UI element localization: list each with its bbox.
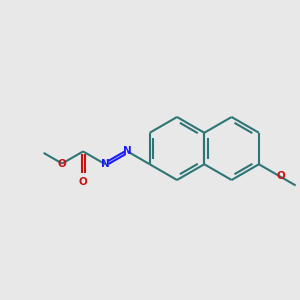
Text: O: O xyxy=(57,158,66,169)
Text: O: O xyxy=(79,177,88,187)
Text: N: N xyxy=(101,159,110,169)
Text: O: O xyxy=(276,171,285,182)
Text: N: N xyxy=(123,146,132,156)
